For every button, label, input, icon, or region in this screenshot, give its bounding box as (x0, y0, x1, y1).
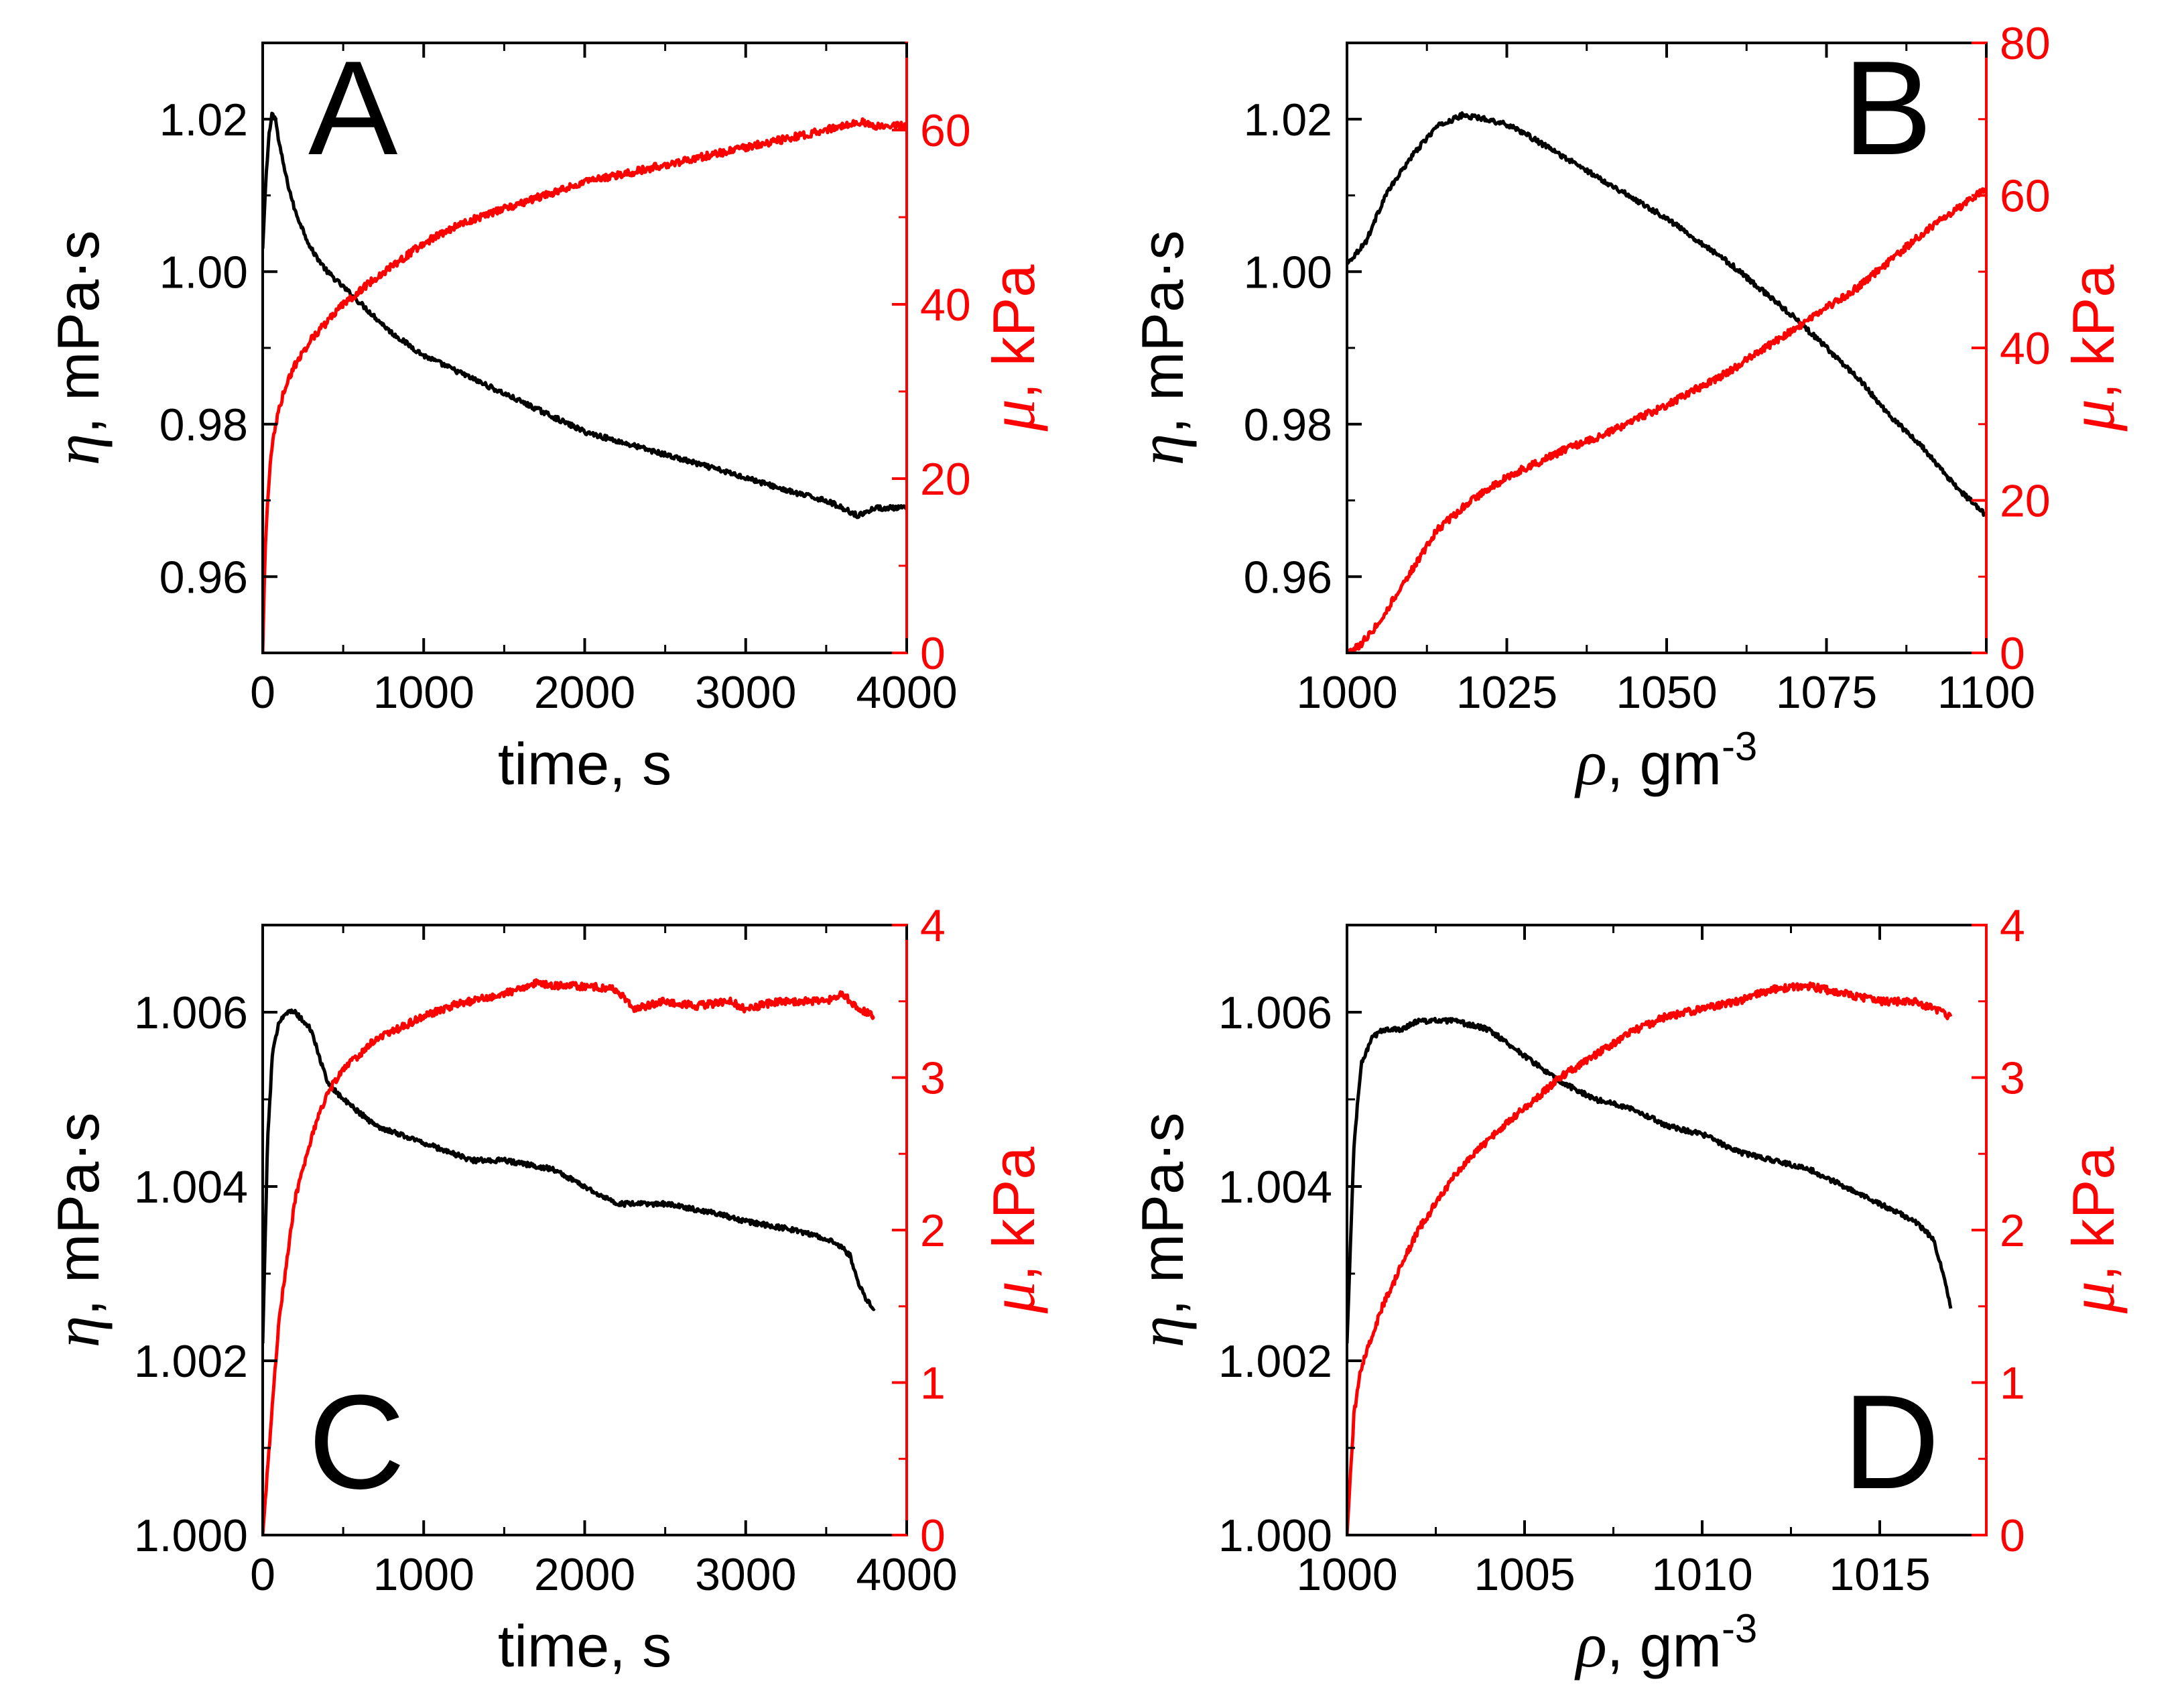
eta-series-line (263, 111, 907, 520)
left-tick-label: 1.004 (1218, 1162, 1332, 1213)
left-tick-label: 1.000 (1218, 1510, 1332, 1561)
x-tick-label: 1010 (1651, 1549, 1752, 1600)
right-tick-label: 3 (920, 1053, 946, 1104)
left-tick-label: 1.00 (159, 247, 248, 298)
mu-series-line (1347, 981, 1953, 1535)
x-tick-label: 2000 (534, 1549, 635, 1600)
eta-series-line (1347, 1016, 1953, 1344)
right-tick-label: 3 (2000, 1053, 2025, 1104)
right-tick-label: 2 (2000, 1205, 2025, 1256)
right-tick-label: 20 (2000, 476, 2051, 527)
x-tick-label: 1025 (1456, 667, 1557, 718)
x-axis-label: time, s (498, 1613, 671, 1679)
left-axis-label: η, mPa·s (41, 1113, 113, 1348)
panel-letter: D (1843, 1367, 1939, 1517)
right-tick-label: 20 (920, 454, 971, 505)
mu-series-line (1347, 187, 1986, 653)
right-tick-label: 2 (920, 1205, 946, 1256)
x-axis-label: ρ, gm-3 (1574, 724, 1758, 798)
right-tick-label: 60 (920, 105, 971, 156)
left-tick-label: 0.98 (1244, 400, 1332, 450)
right-tick-label: 1 (920, 1358, 946, 1409)
left-tick-label: 1.002 (1218, 1336, 1332, 1387)
eta-series-line (1347, 111, 1986, 517)
left-tick-label: 0.96 (159, 552, 248, 603)
right-tick-label: 0 (2000, 628, 2025, 679)
right-tick-label: 0 (2000, 1510, 2025, 1561)
x-tick-label: 1015 (1829, 1549, 1930, 1600)
eta-series-line (263, 1008, 876, 1344)
x-axis-label: ρ, gm-3 (1574, 1606, 1758, 1681)
left-tick-label: 1.02 (159, 95, 248, 145)
right-tick-label: 80 (2000, 18, 2051, 69)
panel-d: 1000 1005 1010 1015 1.000 1.002 1.004 1.006 0 1 2 3… (1125, 900, 2128, 1681)
x-tick-label: 1000 (1296, 1549, 1397, 1600)
x-tick-label: 1000 (373, 667, 474, 718)
right-axis-label: μ, kPa (2056, 265, 2128, 432)
mu-series-line (263, 117, 907, 653)
x-tick-label: 1000 (1296, 667, 1397, 718)
right-tick-label: 40 (920, 280, 971, 330)
x-axis-label: time, s (498, 731, 671, 797)
x-tick-label: 1050 (1616, 667, 1717, 718)
left-axis-label: η, mPa·s (1125, 231, 1197, 466)
left-tick-label: 1.006 (134, 987, 248, 1038)
x-tick-label: 2000 (534, 667, 635, 718)
x-tick-label: 1000 (373, 1549, 474, 1600)
right-tick-label: 0 (920, 628, 946, 679)
x-tick-label: 4000 (856, 1549, 957, 1600)
left-tick-label: 0.96 (1244, 552, 1332, 603)
panel-c: 0 1000 2000 3000 4000 1.000 1.002 1.004 1.006 0 1 2… (41, 900, 1048, 1679)
left-axis-label: η, mPa·s (41, 231, 113, 466)
right-tick-label: 1 (2000, 1358, 2025, 1409)
x-tick-label: 1005 (1474, 1549, 1575, 1600)
x-tick-label: 0 (250, 667, 275, 718)
left-tick-label: 1.02 (1244, 95, 1332, 145)
panel-letter: C (308, 1367, 405, 1517)
x-tick-label: 3000 (695, 667, 796, 718)
mu-series-line (263, 978, 876, 1535)
right-tick-label: 4 (2000, 900, 2025, 951)
left-tick-label: 0.98 (159, 400, 248, 450)
x-tick-label: 4000 (856, 667, 957, 718)
left-tick-label: 1.004 (134, 1162, 248, 1213)
x-tick-label: 1075 (1776, 667, 1877, 718)
panel-a: 0 1000 2000 3000 4000 0.96 0.98 1.00 1.02 0 20 40 60… (41, 34, 1048, 797)
left-tick-label: 1.002 (134, 1336, 248, 1387)
x-tick-label: 1100 (1937, 667, 2035, 718)
right-axis-label: μ, kPa (976, 1147, 1048, 1315)
x-tick-label: 0 (250, 1549, 275, 1600)
right-tick-label: 0 (920, 1510, 946, 1561)
right-tick-label: 40 (2000, 323, 2051, 374)
left-axis-label: η, mPa·s (1125, 1113, 1197, 1348)
left-tick-label: 1.00 (1244, 247, 1332, 298)
left-tick-label: 1.000 (134, 1510, 248, 1561)
panel-letter: B (1843, 34, 1932, 183)
right-axis-label: μ, kPa (976, 265, 1048, 432)
x-tick-label: 3000 (695, 1549, 796, 1600)
panel-letter: A (308, 34, 398, 183)
right-tick-label: 4 (920, 900, 946, 951)
right-axis-label: μ, kPa (2056, 1147, 2128, 1315)
right-tick-label: 60 (2000, 171, 2051, 222)
left-tick-label: 1.006 (1218, 987, 1332, 1038)
panel-b: 1000 1025 1050 1075 1100 0.96 0.98 1.00 1.02 0 20 4… (1125, 18, 2128, 798)
